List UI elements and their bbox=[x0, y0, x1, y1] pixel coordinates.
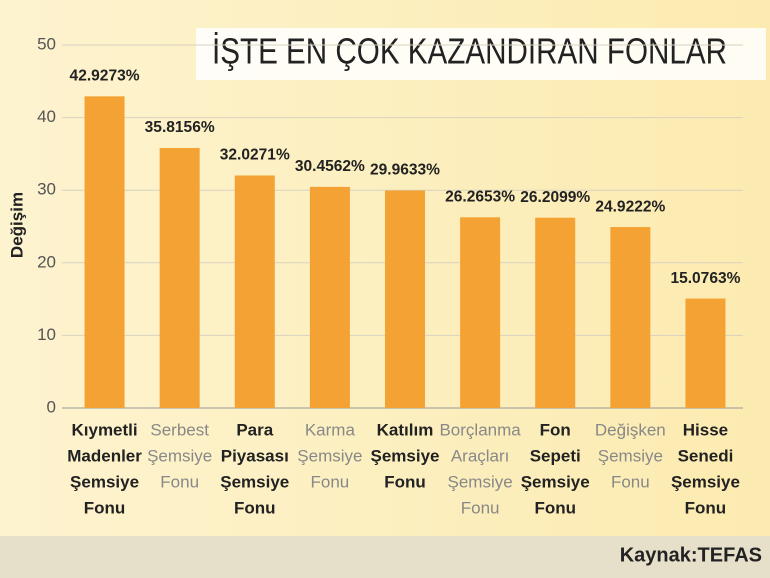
x-tick-label: Şemsiye bbox=[297, 446, 362, 465]
source: Kaynak:TEFAS bbox=[620, 544, 762, 566]
x-tick-label: Fonu bbox=[311, 472, 350, 491]
x-tick-label: Katılım bbox=[377, 420, 434, 439]
x-tick-label: Piyasası bbox=[221, 446, 289, 465]
value-label: 15.0763% bbox=[670, 270, 740, 287]
x-tick-label: Fon bbox=[540, 420, 571, 439]
y-axis-label: Değişim bbox=[7, 192, 26, 258]
y-tick-label: 10 bbox=[37, 325, 56, 344]
bar bbox=[685, 298, 726, 408]
value-label: 42.9273% bbox=[70, 68, 140, 85]
x-tick-label: Fonu bbox=[384, 472, 426, 491]
y-tick-label: 20 bbox=[37, 252, 56, 271]
x-tick-label: Para bbox=[236, 420, 273, 439]
x-tick-label: Araçları bbox=[451, 446, 510, 465]
value-label: 24.9222% bbox=[595, 198, 665, 215]
x-tick-label: Fonu bbox=[534, 498, 576, 517]
value-label: 32.0271% bbox=[220, 147, 290, 164]
x-tick-label: Kıymetli bbox=[71, 420, 137, 439]
x-tick-label: Şemsiye bbox=[220, 472, 289, 491]
y-tick-label: 0 bbox=[47, 397, 56, 416]
y-tick-label: 40 bbox=[37, 107, 56, 126]
x-tick-label: Fonu bbox=[461, 498, 500, 517]
bar bbox=[535, 217, 576, 408]
x-tick-label: Fonu bbox=[685, 498, 727, 517]
x-tick-label: Şemsiye bbox=[147, 446, 212, 465]
x-tick-label: Şemsiye bbox=[671, 472, 740, 491]
value-label: 35.8156% bbox=[145, 119, 215, 136]
x-tick-label: Karma bbox=[305, 420, 356, 439]
title-box bbox=[196, 28, 766, 80]
y-tick-label: 30 bbox=[37, 180, 56, 199]
x-tick-label: Fonu bbox=[611, 472, 650, 491]
x-tick-label: Borçlanma bbox=[439, 420, 521, 439]
x-tick-label: Serbest bbox=[150, 420, 209, 439]
x-tick-label: Fonu bbox=[84, 498, 126, 517]
bar bbox=[159, 147, 200, 408]
footer bbox=[0, 536, 770, 578]
x-tick-label: Hisse bbox=[683, 420, 728, 439]
x-tick-label: Sepeti bbox=[530, 446, 581, 465]
x-tick-label: Şemsiye bbox=[598, 446, 663, 465]
bar bbox=[309, 186, 350, 408]
bar bbox=[84, 96, 125, 408]
bar bbox=[385, 190, 425, 408]
chart-title: İŞTE EN ÇOK KAZANDIRAN FONLAR bbox=[212, 31, 727, 72]
value-label: 26.2653% bbox=[445, 189, 515, 206]
x-tick-label: Fonu bbox=[160, 472, 199, 491]
bar bbox=[610, 227, 651, 408]
x-tick-label: Şemsiye bbox=[371, 446, 440, 465]
x-tick-label: Şemsiye bbox=[448, 472, 513, 491]
y-tick-label: 50 bbox=[37, 34, 56, 53]
value-label: 29.9633% bbox=[370, 162, 440, 179]
x-tick-label: Senedi bbox=[678, 446, 734, 465]
x-tick-label: Değişken bbox=[595, 420, 666, 439]
x-tick-label: Madenler bbox=[67, 446, 142, 465]
bar bbox=[234, 175, 275, 408]
value-label: 30.4562% bbox=[295, 158, 365, 175]
x-tick-label: Fonu bbox=[234, 498, 276, 517]
x-tick-label: Şemsiye bbox=[70, 472, 139, 491]
bar bbox=[460, 217, 501, 408]
value-label: 26.2099% bbox=[520, 189, 590, 206]
x-tick-label: Şemsiye bbox=[521, 472, 590, 491]
